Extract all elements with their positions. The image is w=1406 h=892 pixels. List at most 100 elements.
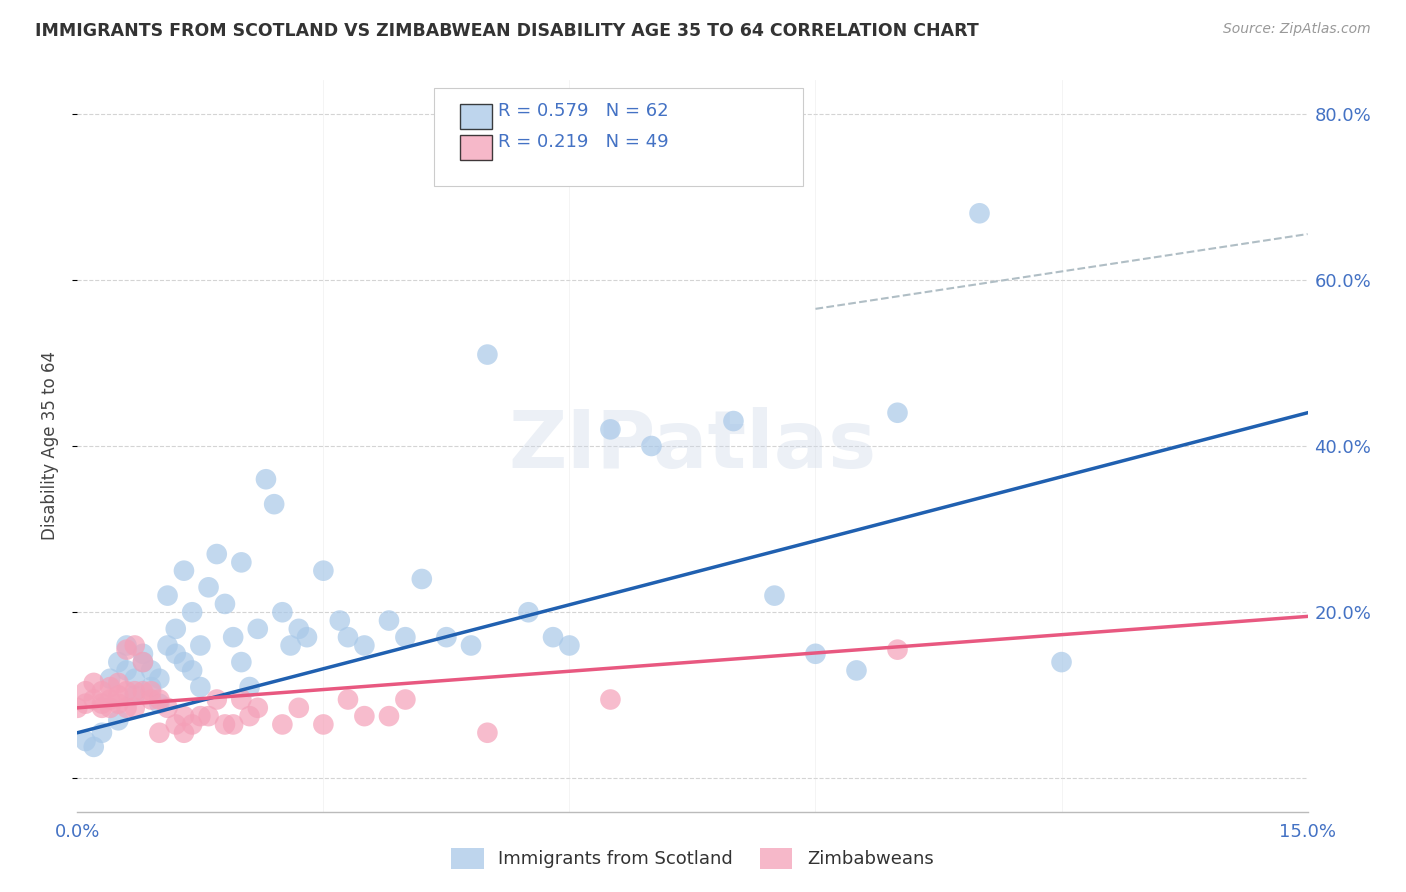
Point bbox=[723, 414, 745, 428]
Point bbox=[599, 692, 621, 706]
Point bbox=[141, 664, 163, 678]
Point bbox=[148, 692, 170, 706]
Point bbox=[231, 555, 253, 569]
Point bbox=[181, 717, 204, 731]
Point bbox=[517, 605, 540, 619]
Point bbox=[239, 680, 262, 694]
Point bbox=[98, 672, 121, 686]
Point bbox=[205, 547, 228, 561]
Text: R = 0.219   N = 49: R = 0.219 N = 49 bbox=[498, 133, 669, 151]
Point bbox=[115, 639, 138, 653]
Point bbox=[280, 639, 302, 653]
Point bbox=[329, 614, 352, 628]
Point bbox=[558, 639, 581, 653]
Point bbox=[271, 605, 294, 619]
Point bbox=[83, 739, 105, 754]
Point bbox=[599, 422, 621, 436]
Point bbox=[312, 717, 335, 731]
Point bbox=[83, 692, 105, 706]
Point bbox=[804, 647, 827, 661]
Point bbox=[156, 639, 179, 653]
FancyBboxPatch shape bbox=[434, 87, 803, 186]
Legend: Immigrants from Scotland, Zimbabweans: Immigrants from Scotland, Zimbabweans bbox=[444, 840, 941, 876]
Point bbox=[156, 589, 179, 603]
Point bbox=[288, 622, 311, 636]
Point bbox=[188, 680, 212, 694]
Point bbox=[107, 714, 129, 728]
Point bbox=[124, 684, 146, 698]
Point bbox=[75, 684, 97, 698]
Point bbox=[98, 680, 121, 694]
Point bbox=[263, 497, 285, 511]
Point bbox=[132, 655, 155, 669]
Point bbox=[477, 347, 499, 362]
Point bbox=[141, 684, 163, 698]
Point bbox=[124, 639, 146, 653]
Point bbox=[181, 664, 204, 678]
Point bbox=[124, 672, 146, 686]
Point bbox=[141, 680, 163, 694]
Point bbox=[246, 701, 269, 715]
Point bbox=[115, 664, 138, 678]
Point bbox=[214, 717, 236, 731]
Point bbox=[541, 630, 564, 644]
Point bbox=[173, 709, 195, 723]
Point bbox=[115, 701, 138, 715]
Point bbox=[165, 717, 187, 731]
Point bbox=[107, 655, 129, 669]
Point bbox=[353, 709, 375, 723]
Point bbox=[436, 630, 458, 644]
Point bbox=[98, 692, 121, 706]
Point bbox=[90, 697, 114, 711]
Point bbox=[378, 614, 401, 628]
Point bbox=[378, 709, 401, 723]
Text: ZIPatlas: ZIPatlas bbox=[509, 407, 876, 485]
Point bbox=[98, 701, 121, 715]
Point bbox=[75, 697, 97, 711]
Point bbox=[173, 725, 195, 739]
Point bbox=[181, 605, 204, 619]
Point bbox=[124, 689, 146, 703]
FancyBboxPatch shape bbox=[460, 136, 492, 160]
Point bbox=[107, 697, 129, 711]
Point bbox=[156, 701, 179, 715]
Point bbox=[969, 206, 991, 220]
Point bbox=[188, 639, 212, 653]
Point bbox=[107, 689, 129, 703]
Point bbox=[222, 630, 245, 644]
Point bbox=[337, 630, 360, 644]
Point bbox=[141, 692, 163, 706]
Point bbox=[188, 709, 212, 723]
Point bbox=[165, 647, 187, 661]
Point bbox=[90, 725, 114, 739]
Point bbox=[75, 734, 97, 748]
Point bbox=[640, 439, 662, 453]
Point bbox=[115, 642, 138, 657]
Point bbox=[107, 676, 129, 690]
Point bbox=[460, 639, 482, 653]
Point bbox=[148, 672, 170, 686]
Point bbox=[394, 692, 416, 706]
Point bbox=[477, 725, 499, 739]
Point bbox=[148, 697, 170, 711]
Point bbox=[197, 580, 219, 594]
Point bbox=[886, 642, 908, 657]
Point bbox=[271, 717, 294, 731]
Point bbox=[90, 701, 114, 715]
Point bbox=[312, 564, 335, 578]
Point bbox=[1050, 655, 1073, 669]
FancyBboxPatch shape bbox=[460, 104, 492, 129]
Point bbox=[222, 717, 245, 731]
Text: R = 0.579   N = 62: R = 0.579 N = 62 bbox=[498, 103, 669, 120]
Point bbox=[205, 692, 228, 706]
Point bbox=[394, 630, 416, 644]
Point bbox=[231, 655, 253, 669]
Point bbox=[197, 709, 219, 723]
Point bbox=[246, 622, 269, 636]
Point bbox=[148, 725, 170, 739]
Text: Source: ZipAtlas.com: Source: ZipAtlas.com bbox=[1223, 22, 1371, 37]
Point bbox=[124, 701, 146, 715]
Point bbox=[845, 664, 868, 678]
Point bbox=[239, 709, 262, 723]
Point bbox=[288, 701, 311, 715]
